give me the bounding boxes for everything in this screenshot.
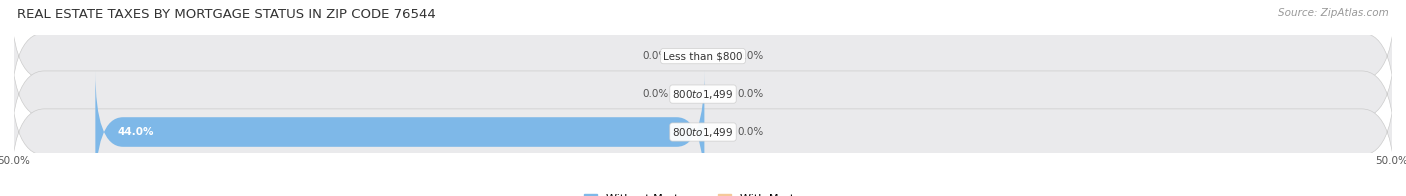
FancyBboxPatch shape: [96, 71, 704, 193]
FancyBboxPatch shape: [10, 60, 1396, 196]
Text: 0.0%: 0.0%: [738, 89, 763, 99]
Text: Source: ZipAtlas.com: Source: ZipAtlas.com: [1278, 8, 1389, 18]
Text: 0.0%: 0.0%: [643, 51, 669, 61]
Text: 44.0%: 44.0%: [117, 127, 153, 137]
Text: 0.0%: 0.0%: [738, 127, 763, 137]
Text: Less than $800: Less than $800: [664, 51, 742, 61]
FancyBboxPatch shape: [10, 22, 1396, 166]
FancyBboxPatch shape: [10, 0, 1396, 128]
Text: $800 to $1,499: $800 to $1,499: [672, 125, 734, 139]
Text: 0.0%: 0.0%: [738, 51, 763, 61]
Text: REAL ESTATE TAXES BY MORTGAGE STATUS IN ZIP CODE 76544: REAL ESTATE TAXES BY MORTGAGE STATUS IN …: [17, 8, 436, 21]
Text: 0.0%: 0.0%: [643, 89, 669, 99]
Text: $800 to $1,499: $800 to $1,499: [672, 88, 734, 101]
Legend: Without Mortgage, With Mortgage: Without Mortgage, With Mortgage: [579, 189, 827, 196]
